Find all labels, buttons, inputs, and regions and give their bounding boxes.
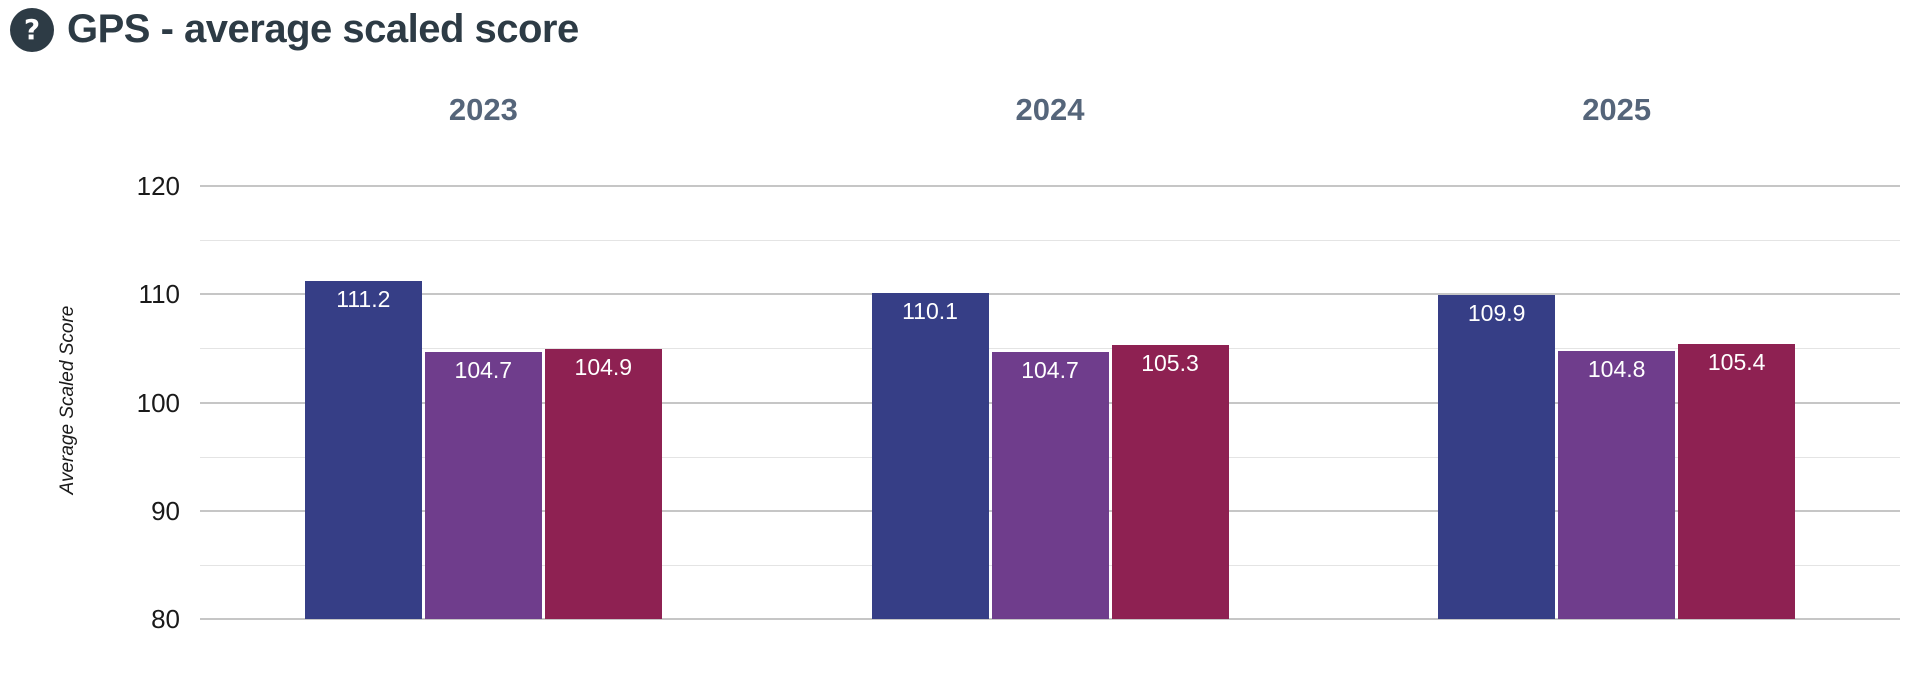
help-icon[interactable]: ? bbox=[10, 7, 54, 52]
facet-title-2024: 2024 bbox=[1015, 92, 1085, 127]
y-tick-120: 120 bbox=[136, 171, 180, 201]
gridline-105 bbox=[200, 348, 1900, 350]
gridline-120 bbox=[200, 185, 1900, 187]
bar-group-2025: 109.9 104.8 105.4 bbox=[1333, 186, 1900, 619]
bar-value-label: 104.8 bbox=[1587, 355, 1646, 382]
bar-2025-series-3[interactable]: 105.4 bbox=[1678, 344, 1796, 619]
y-tick-90: 90 bbox=[151, 495, 180, 526]
bar-2024-series-1[interactable]: 110.1 bbox=[871, 293, 989, 619]
chart-header: ? GPS - average scaled score bbox=[10, 7, 579, 52]
facet-titles: 2023 2024 2025 bbox=[200, 92, 1900, 128]
question-mark-glyph: ? bbox=[23, 12, 41, 46]
bar-2024-series-3[interactable]: 105.3 bbox=[1111, 345, 1229, 619]
bar-value-label: 104.9 bbox=[574, 354, 633, 381]
bar-2025-series-1[interactable]: 109.9 bbox=[1438, 295, 1556, 619]
bar-2023-series-3[interactable]: 104.9 bbox=[544, 349, 662, 619]
gridline-80 bbox=[200, 618, 1900, 620]
bar-2024-series-2[interactable]: 104.7 bbox=[991, 351, 1109, 619]
chart-title: GPS - average scaled score bbox=[67, 7, 579, 51]
bar-value-label: 104.7 bbox=[454, 356, 513, 383]
bar-group-2024: 110.1 104.7 105.3 bbox=[767, 186, 1334, 619]
bar-group-2023: 111.2 104.7 104.9 bbox=[200, 186, 767, 619]
facet-title-2023: 2023 bbox=[448, 92, 518, 127]
bar-value-label: 105.3 bbox=[1141, 350, 1199, 377]
bars-2024: 110.1 104.7 105.3 bbox=[767, 186, 1334, 619]
bar-2023-series-1[interactable]: 111.2 bbox=[304, 281, 422, 619]
bar-value-label: 110.1 bbox=[902, 298, 958, 325]
y-tick-80: 80 bbox=[151, 604, 180, 634]
bar-2025-series-2[interactable]: 104.8 bbox=[1558, 350, 1676, 619]
bar-value-label: 111.2 bbox=[336, 286, 391, 313]
gridline-110 bbox=[200, 293, 1900, 296]
y-tick-100: 100 bbox=[136, 387, 180, 418]
bar-2023-series-2[interactable]: 104.7 bbox=[424, 351, 542, 619]
plot-area: 80 90 100 110 120 111.2 104.7 104.9 110.1 104.7 1… bbox=[137, 173, 1900, 632]
bar-value-label: 105.4 bbox=[1707, 349, 1766, 376]
bars-2025: 109.9 104.8 105.4 bbox=[1333, 186, 1900, 619]
bar-value-label: 104.7 bbox=[1021, 356, 1079, 383]
facet-title-2025: 2025 bbox=[1582, 92, 1652, 127]
y-axis-title: Average Scaled Score bbox=[57, 305, 78, 495]
bar-groups: 111.2 104.7 104.9 110.1 104.7 105.3 109.9 104.8… bbox=[200, 186, 1900, 619]
y-tick-110: 110 bbox=[138, 279, 180, 310]
bars-2023: 111.2 104.7 104.9 bbox=[200, 186, 767, 619]
bar-value-label: 109.9 bbox=[1467, 300, 1526, 327]
gridline-115 bbox=[200, 240, 1900, 242]
